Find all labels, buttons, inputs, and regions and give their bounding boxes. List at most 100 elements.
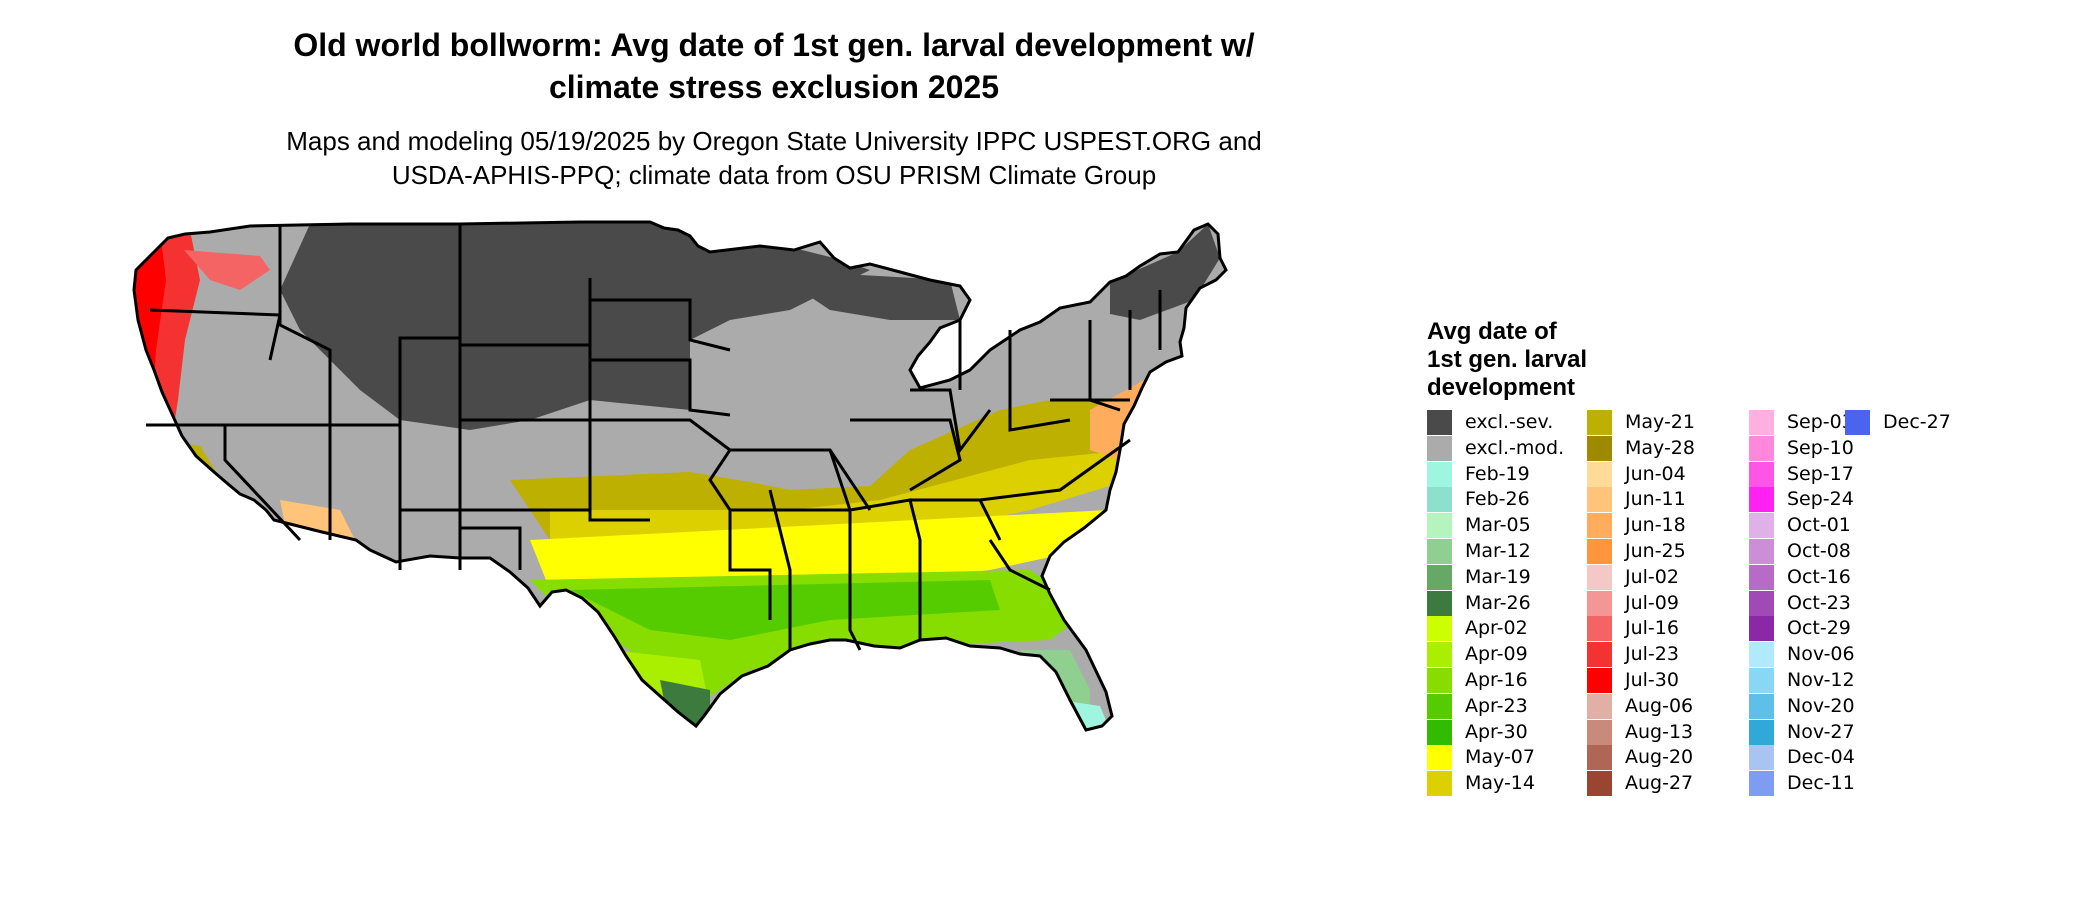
legend-swatch (1587, 564, 1612, 590)
legend-swatch (1587, 771, 1612, 797)
legend-swatch (1749, 410, 1774, 435)
legend-swatch (1587, 693, 1612, 719)
legend-label: Nov-20 (1787, 694, 1855, 717)
legend-swatch (1427, 719, 1452, 745)
legend-label: May-28 (1625, 436, 1695, 459)
legend-label: excl.-sev. (1465, 411, 1554, 433)
map-subtitle-line-1: Maps and modeling 05/19/2025 by Oregon S… (286, 126, 1262, 156)
legend-swatch (1587, 435, 1612, 461)
legend-label: Oct-01 (1787, 514, 1851, 537)
legend-swatch (1427, 487, 1452, 513)
legend-label: Dec-11 (1787, 772, 1855, 795)
legend-label: Jun-25 (1625, 539, 1686, 562)
legend-swatch (1845, 410, 1870, 435)
legend-swatch (1749, 771, 1774, 797)
legend-swatch (1587, 461, 1612, 487)
legend-label: Sep-17 (1787, 462, 1854, 485)
legend-swatch (1587, 590, 1612, 616)
legend-label: Mar-19 (1465, 565, 1531, 588)
legend-swatch (1749, 513, 1774, 539)
legend-label: Mar-26 (1465, 591, 1531, 614)
legend-swatch (1427, 461, 1452, 487)
legend-swatch (1749, 564, 1774, 590)
legend-label: Sep-03 (1787, 411, 1854, 433)
legend-label: Apr-02 (1465, 617, 1528, 640)
legend-swatch (1427, 745, 1452, 771)
legend-label: Oct-29 (1787, 617, 1851, 640)
legend-swatch (1749, 538, 1774, 564)
legend-swatch (1587, 513, 1612, 539)
legend-title-line-3: development (1427, 374, 1576, 401)
map-title: Old world bollworm: Avg date of 1st gen.… (205, 24, 1343, 108)
legend-label: Sep-10 (1787, 436, 1854, 459)
legend-swatch (1427, 642, 1452, 668)
legend-label: Apr-16 (1465, 668, 1528, 691)
legend-label: Mar-12 (1465, 539, 1531, 562)
legend-swatch (1587, 616, 1612, 642)
legend-swatch (1427, 667, 1452, 693)
legend-label: Apr-23 (1465, 694, 1528, 717)
legend-swatch (1587, 667, 1612, 693)
legend-label: Aug-27 (1625, 772, 1694, 795)
legend-label: Jul-16 (1625, 617, 1679, 640)
legend-label: Jul-30 (1625, 668, 1679, 691)
legend-title-line-2: 1st gen. larval (1427, 346, 1588, 373)
legend-label: Feb-26 (1465, 488, 1530, 511)
legend-title-line-1: Avg date of (1427, 318, 1557, 345)
legend-label: Dec-27 (1883, 411, 1951, 433)
legend-swatch (1427, 771, 1452, 797)
legend-label: Mar-05 (1465, 514, 1531, 537)
legend-label: excl.-mod. (1465, 436, 1565, 459)
legend-label: Feb-19 (1465, 462, 1530, 485)
legend-label: May-07 (1465, 746, 1535, 769)
legend-label: Jun-11 (1625, 488, 1686, 511)
legend-swatch (1427, 538, 1452, 564)
legend-label: Oct-16 (1787, 565, 1851, 588)
legend-swatch (1587, 642, 1612, 668)
legend-label: Jul-23 (1625, 643, 1679, 666)
legend-label: May-14 (1465, 772, 1535, 795)
legend-swatch (1749, 745, 1774, 771)
legend-swatch (1587, 410, 1612, 435)
legend-swatch (1427, 435, 1452, 461)
us-map (132, 220, 1228, 732)
legend-swatch (1427, 590, 1452, 616)
legend-swatch (1587, 745, 1612, 771)
legend-label: Jul-02 (1625, 565, 1679, 588)
map-subtitle-line-2: USDA-APHIS-PPQ; climate data from OSU PR… (391, 160, 1157, 190)
legend-swatch (1749, 461, 1774, 487)
legend-swatch (1427, 616, 1452, 642)
legend-swatch (1749, 667, 1774, 693)
legend-label: Dec-04 (1787, 746, 1855, 769)
legend-label: Sep-24 (1787, 488, 1854, 511)
map-subtitle: Maps and modeling 05/19/2025 by Oregon S… (205, 124, 1343, 192)
map-title-line-2: climate stress exclusion 2025 (548, 69, 1000, 105)
legend-label: Aug-20 (1625, 746, 1694, 769)
legend-label: Nov-06 (1787, 643, 1855, 666)
legend-swatch (1587, 719, 1612, 745)
legend-label: Apr-09 (1465, 643, 1528, 666)
legend-label: Apr-30 (1465, 720, 1528, 743)
legend-swatch (1749, 616, 1774, 642)
legend-label: Jun-04 (1625, 462, 1686, 485)
legend-label: Aug-13 (1625, 720, 1694, 743)
legend-label: Nov-27 (1787, 720, 1855, 743)
legend-swatch (1427, 693, 1452, 719)
legend-label: Aug-06 (1625, 694, 1694, 717)
legend-swatch (1749, 642, 1774, 668)
legend-swatch (1587, 487, 1612, 513)
legend-swatch (1587, 538, 1612, 564)
legend-label: Oct-08 (1787, 539, 1851, 562)
legend-swatch (1749, 435, 1774, 461)
legend-swatch (1749, 487, 1774, 513)
legend-swatch (1427, 513, 1452, 539)
legend-title: Avg date of 1st gen. larval development (1427, 318, 1667, 402)
map-title-line-1: Old world bollworm: Avg date of 1st gen.… (293, 27, 1255, 63)
legend-swatch (1749, 719, 1774, 745)
legend-label: Oct-23 (1787, 591, 1851, 614)
legend-label: Jun-18 (1625, 514, 1686, 537)
legend-swatch (1427, 410, 1452, 435)
legend-swatch (1749, 590, 1774, 616)
legend-label: May-21 (1625, 411, 1695, 433)
legend-label: Nov-12 (1787, 668, 1855, 691)
